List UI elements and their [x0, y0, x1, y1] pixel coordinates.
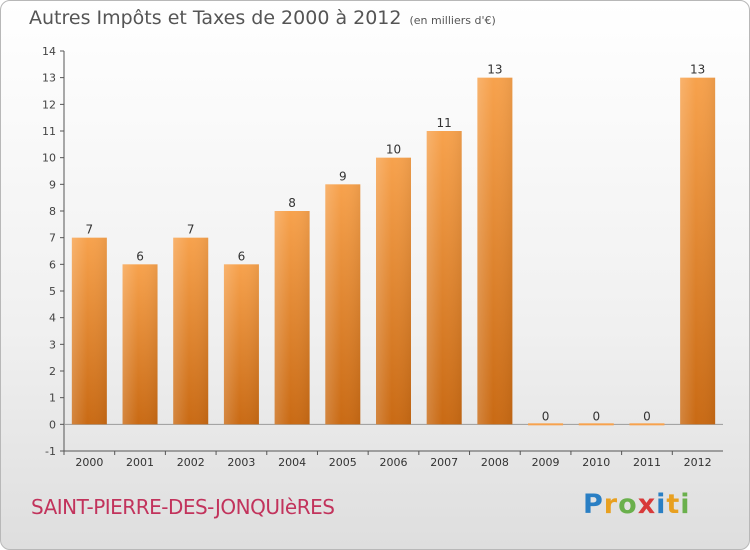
- x-tick-label: 2012: [684, 456, 712, 469]
- y-tick-label: 5: [49, 285, 56, 298]
- y-tick-label: 11: [42, 125, 56, 138]
- bar-sheen: [274, 211, 310, 425]
- y-tick-label: 6: [49, 258, 56, 271]
- bar-sheen: [426, 131, 462, 425]
- data-label: 9: [339, 169, 347, 183]
- bar-sheen: [71, 237, 107, 425]
- logo-letter: r: [603, 489, 619, 520]
- data-labels: 7 6 7 6 8 9 10 11 13 0 0 0 13: [86, 63, 706, 424]
- y-tick-label: 3: [49, 338, 56, 351]
- y-tick-label: 14: [42, 45, 56, 58]
- y-tick-label: 1: [49, 392, 56, 405]
- bar: [629, 423, 665, 426]
- bar-sheen: [477, 77, 513, 425]
- y-tick-label: -1: [45, 445, 56, 458]
- x-tick-label: 2006: [380, 456, 408, 469]
- bar-sheen: [680, 77, 716, 425]
- chart-subtitle: (en milliers d'€): [409, 14, 496, 27]
- y-tick-label: 8: [49, 205, 56, 218]
- x-tick-label: 2000: [75, 456, 103, 469]
- logo-letter: P: [583, 489, 604, 520]
- y-tick-label: 2: [49, 365, 56, 378]
- x-tick-label: 2010: [582, 456, 610, 469]
- x-tick-label: 2005: [329, 456, 357, 469]
- y-tick-label: 0: [49, 418, 56, 431]
- data-label: 11: [437, 116, 452, 130]
- x-tick-label: 2011: [633, 456, 661, 469]
- data-label: 0: [643, 409, 651, 423]
- data-label: 7: [187, 223, 195, 237]
- bar-sheen: [325, 184, 361, 425]
- data-label: 0: [592, 409, 600, 423]
- logo-letter: x: [637, 489, 657, 520]
- y-tick-label: 9: [49, 178, 56, 191]
- bar-sheen: [376, 157, 411, 425]
- bar: [578, 423, 614, 426]
- chart-title: Autres Impôts et Taxes de 2000 à 2012 (en…: [29, 7, 496, 29]
- logo-letter: i: [656, 489, 667, 520]
- bar: [528, 423, 564, 426]
- x-tick-label: 2004: [278, 456, 306, 469]
- data-label: 13: [690, 63, 705, 77]
- data-label: 6: [136, 249, 144, 263]
- x-tick-label: 2008: [481, 456, 509, 469]
- x-tick-label: 2003: [227, 456, 255, 469]
- data-label: 6: [238, 249, 246, 263]
- data-label: 7: [86, 223, 94, 237]
- x-tick-label: 2002: [177, 456, 205, 469]
- y-tick-label: 4: [49, 312, 56, 325]
- y-tick-label: 7: [49, 232, 56, 245]
- logo-letter: o: [618, 489, 638, 520]
- bars: [71, 77, 716, 426]
- data-label: 10: [386, 143, 401, 157]
- data-label: 13: [487, 63, 502, 77]
- title-text: Autres Impôts et Taxes de 2000 à 2012: [29, 7, 402, 29]
- y-tick-label: 13: [42, 72, 56, 85]
- y-tick-label: 10: [42, 152, 56, 165]
- x-tick-label: 2007: [430, 456, 458, 469]
- logo-letter: t: [666, 489, 681, 520]
- y-tick-label: 12: [42, 98, 56, 111]
- x-tick-label: 2001: [126, 456, 154, 469]
- bar-sheen: [173, 237, 209, 425]
- bar-sheen: [122, 264, 158, 425]
- data-label: 0: [542, 409, 550, 423]
- bar-sheen: [223, 264, 259, 425]
- proxiti-logo[interactable]: Proxiti: [583, 489, 691, 520]
- x-tick-label: 2009: [532, 456, 560, 469]
- data-label: 8: [288, 196, 296, 210]
- commune-name: SAINT-PIERRE-DES-JONQUIèRES: [31, 495, 335, 519]
- logo-letter: i: [680, 489, 691, 520]
